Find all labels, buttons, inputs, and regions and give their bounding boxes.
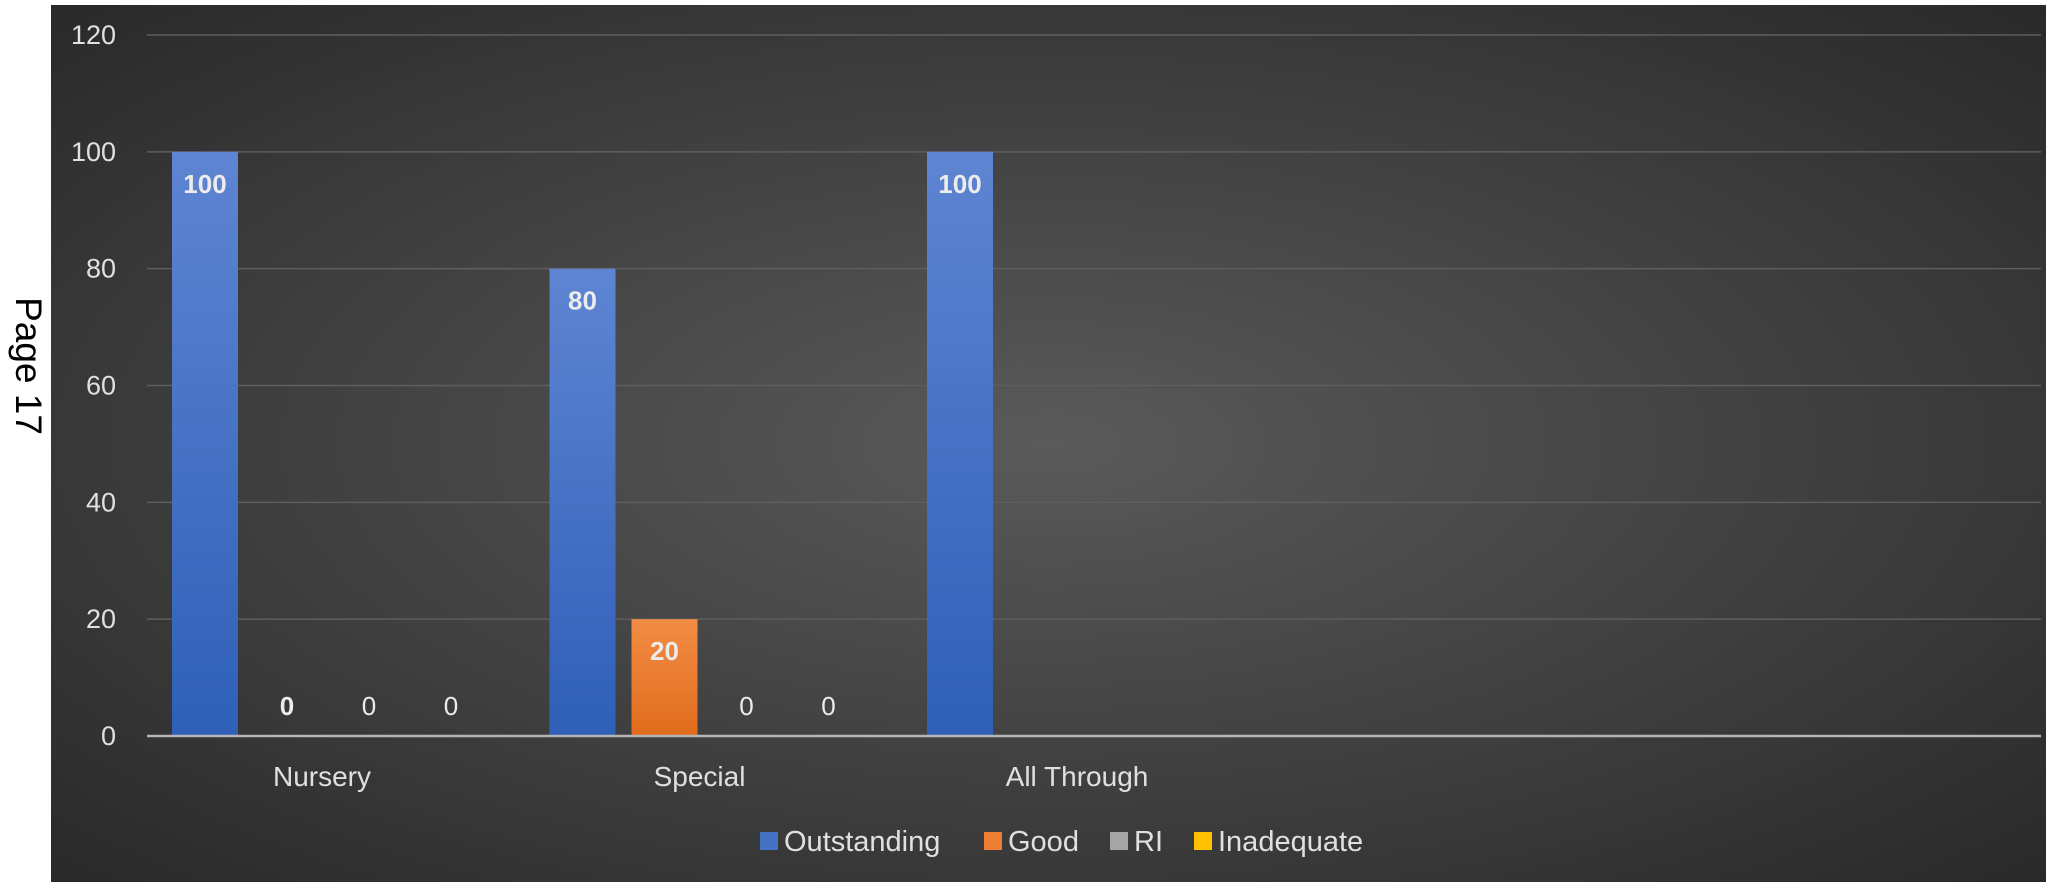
y-tick-label: 60 [86,371,116,401]
legend: Outstanding Good RI Inadequate [760,826,1363,858]
bar-outstanding [172,151,238,737]
page-number-label: Page 17 [8,297,49,435]
data-label: 0 [444,691,458,721]
y-tick-label: 0 [101,721,116,751]
category-labels: Nursery Special All Through [273,761,1148,792]
bar-outstanding [549,268,616,736]
data-label: 0 [821,691,835,721]
y-tick-label: 20 [86,604,116,634]
legend-swatch-good [984,832,1002,850]
data-label: 20 [650,636,679,666]
bar-chart: 0 20 40 60 80 100 120 100 0 0 0 80 20 0 0 100 Nursery S… [51,5,2046,882]
chart-panel: 0 20 40 60 80 100 120 100 0 0 0 80 20 0 0 100 Nursery S… [51,5,2046,882]
legend-label: Inadequate [1218,826,1363,858]
data-label: 100 [183,169,226,199]
x-category-label: Special [654,761,746,792]
y-tick-label: 100 [71,137,116,167]
x-category-label: All Through [1006,761,1149,792]
data-label: 0 [280,691,294,721]
legend-swatch-ri [1110,832,1128,850]
legend-label: RI [1134,826,1163,858]
legend-swatch-outstanding [760,832,778,850]
data-label: 0 [362,691,376,721]
legend-label: Outstanding [784,826,940,858]
data-label: 0 [739,691,753,721]
bars [172,151,993,737]
x-category-label: Nursery [273,761,371,792]
y-tick-label: 40 [86,487,116,517]
legend-swatch-inadequate [1194,832,1212,850]
y-axis-ticks: 0 20 40 60 80 100 120 [71,20,116,751]
legend-label: Good [1008,826,1079,858]
y-tick-label: 80 [86,254,116,284]
data-label: 100 [938,169,981,199]
data-labels: 100 0 0 0 80 20 0 0 100 [183,169,981,721]
y-tick-label: 120 [71,20,116,50]
gridlines [147,34,2041,620]
bar-good [631,619,698,736]
chart-background [51,5,2046,882]
data-label: 80 [568,286,597,316]
bar-outstanding [927,151,993,737]
